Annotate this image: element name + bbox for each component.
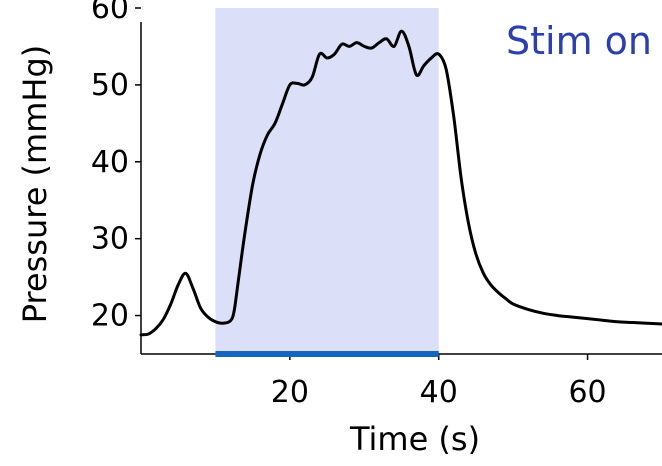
y-tick-label: 60 xyxy=(91,0,129,26)
y-tick-label: 30 xyxy=(91,222,129,257)
x-tick-label: 60 xyxy=(568,375,606,410)
x-axis-title: Time (s) xyxy=(349,420,480,458)
stim-on-annotation: Stim on xyxy=(506,19,652,63)
y-axis-ticks: 20 30 40 50 60 xyxy=(91,0,141,334)
x-tick-label: 20 xyxy=(271,375,309,410)
stim-bar xyxy=(215,351,439,357)
y-tick-label: 40 xyxy=(91,145,129,180)
y-tick-label: 50 xyxy=(91,68,129,103)
y-axis-title: Pressure (mmHg) xyxy=(16,45,54,324)
y-tick-label: 20 xyxy=(91,299,129,334)
pressure-series-line xyxy=(139,29,662,337)
stim-window-shade xyxy=(215,8,439,354)
x-axis-ticks: 20 40 60 xyxy=(271,354,607,410)
x-tick-label: 40 xyxy=(420,375,458,410)
